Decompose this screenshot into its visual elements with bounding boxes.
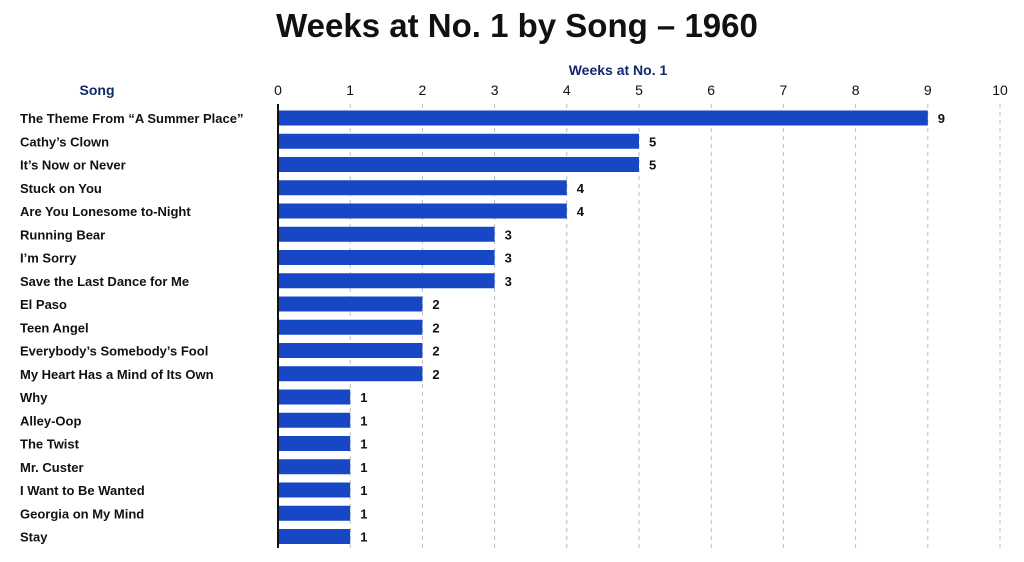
bar — [278, 157, 639, 172]
grid-lines — [349, 104, 1001, 548]
value-label: 1 — [360, 460, 367, 475]
bar — [278, 250, 495, 265]
value-label: 4 — [577, 181, 585, 196]
bar — [278, 343, 423, 358]
x-tick-label: 4 — [563, 82, 571, 98]
x-tick-label: 5 — [635, 82, 643, 98]
value-label: 2 — [432, 344, 439, 359]
category-label: Stay — [20, 530, 48, 545]
y-axis-title: Song — [80, 82, 115, 98]
category-label: Save the Last Dance for Me — [20, 274, 189, 289]
x-tick-label: 7 — [780, 82, 788, 98]
bar — [278, 180, 567, 196]
category-label: Teen Angel — [20, 320, 89, 335]
value-label: 1 — [360, 390, 367, 405]
x-axis-title: Weeks at No. 1 — [569, 62, 668, 78]
chart-title: Weeks at No. 1 by Song – 1960 — [276, 7, 758, 44]
bar — [278, 133, 639, 149]
bar — [278, 459, 351, 475]
category-label: Cathy’s Clown — [20, 134, 109, 149]
bar — [278, 319, 423, 335]
bar — [278, 203, 567, 219]
category-labels: The Theme From “A Summer Place” Cathy’s C… — [20, 111, 243, 545]
value-label: 2 — [432, 297, 439, 312]
value-label: 3 — [505, 251, 512, 266]
category-label: Stuck on You — [20, 181, 102, 196]
x-tick-label: 0 — [274, 82, 282, 98]
bar — [278, 389, 351, 405]
x-tick-label: 9 — [924, 82, 932, 98]
category-label: Are You Lonesome to-Night — [20, 204, 191, 219]
category-label: El Paso — [20, 297, 67, 312]
category-label: I Want to Be Wanted — [20, 483, 145, 498]
x-tick-label: 6 — [707, 82, 715, 98]
x-tick-label: 10 — [992, 82, 1008, 98]
category-label: Running Bear — [20, 227, 105, 242]
value-label: 2 — [432, 320, 439, 335]
category-label: My Heart Has a Mind of Its Own — [20, 367, 214, 382]
bar — [278, 436, 351, 451]
category-label: It’s Now or Never — [20, 158, 126, 173]
value-label: 5 — [649, 158, 656, 173]
bar — [278, 226, 495, 242]
bar — [278, 529, 351, 544]
value-label: 1 — [360, 413, 367, 428]
category-label: Alley-Oop — [20, 413, 81, 428]
category-label: Georgia on My Mind — [20, 506, 144, 521]
value-label: 9 — [938, 111, 945, 126]
value-label: 1 — [360, 530, 367, 545]
x-tick-label: 8 — [852, 82, 860, 98]
category-label: The Theme From “A Summer Place” — [20, 111, 243, 126]
value-label: 3 — [505, 227, 512, 242]
x-tick-label: 2 — [419, 82, 427, 98]
bar — [278, 366, 423, 382]
x-tick-label: 3 — [491, 82, 499, 98]
bar — [278, 412, 351, 428]
value-label: 4 — [577, 204, 585, 219]
category-label: Mr. Custer — [20, 460, 84, 475]
value-labels: 9 5 5 4 4 3 3 3 2 2 2 2 1 1 1 1 1 1 1 — [360, 111, 945, 545]
x-tick-label: 1 — [346, 82, 354, 98]
category-label: The Twist — [20, 437, 80, 452]
category-label: Why — [20, 390, 48, 405]
bar — [278, 110, 928, 126]
value-label: 3 — [505, 274, 512, 289]
value-label: 1 — [360, 483, 367, 498]
x-tick-labels: 0 1 2 3 4 5 6 7 8 9 10 — [274, 82, 1008, 98]
value-label: 2 — [432, 367, 439, 382]
bar — [278, 296, 423, 312]
value-label: 5 — [649, 134, 656, 149]
bar — [278, 273, 495, 289]
bar — [278, 482, 351, 498]
value-label: 1 — [360, 506, 367, 521]
category-label: I’m Sorry — [20, 251, 77, 266]
bars — [278, 110, 928, 544]
value-label: 1 — [360, 437, 367, 452]
category-label: Everybody’s Somebody’s Fool — [20, 344, 208, 359]
bar — [278, 505, 351, 521]
